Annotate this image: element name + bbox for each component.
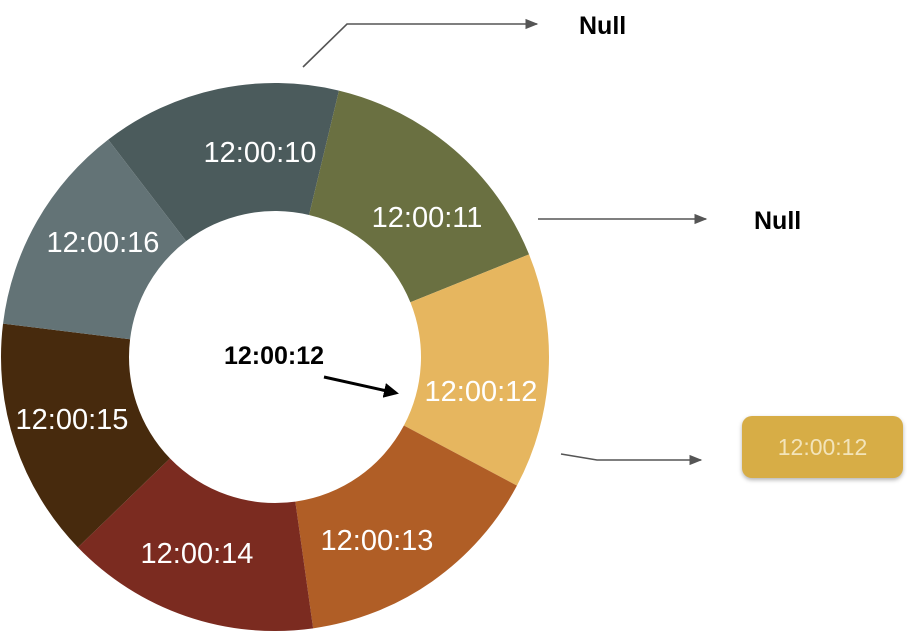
- result-value-box: 12:00:12: [742, 416, 903, 478]
- segment-label-12-00-15: 12:00:15: [16, 404, 129, 436]
- segment-label-12-00-11: 12:00:11: [372, 202, 483, 234]
- ring-segment-12-00-10: [108, 83, 339, 242]
- segment-label-12-00-14: 12:00:14: [141, 538, 254, 570]
- ring-segment-12-00-12: [403, 254, 550, 486]
- null-label-top: Null: [579, 12, 626, 40]
- ring-segment-12-00-16: [3, 139, 187, 340]
- connector-arrow-top: [302, 18, 539, 68]
- segment-label-12-00-13: 12:00:13: [321, 525, 434, 557]
- ring-segment-12-00-13: [295, 425, 517, 629]
- segment-label-12-00-16: 12:00:16: [47, 227, 160, 259]
- pointer-arrow: [323, 375, 399, 398]
- connector-arrow-bottom: [560, 453, 703, 466]
- ring-segment-12-00-14: [77, 458, 314, 631]
- center-label: 12:00:12: [224, 342, 324, 370]
- segment-label-12-00-12: 12:00:12: [425, 376, 538, 408]
- null-label-middle: Null: [754, 207, 801, 235]
- ring-segment-12-00-11: [309, 90, 530, 303]
- segment-label-12-00-10: 12:00:10: [204, 137, 317, 169]
- ring-segment-12-00-15: [0, 323, 170, 548]
